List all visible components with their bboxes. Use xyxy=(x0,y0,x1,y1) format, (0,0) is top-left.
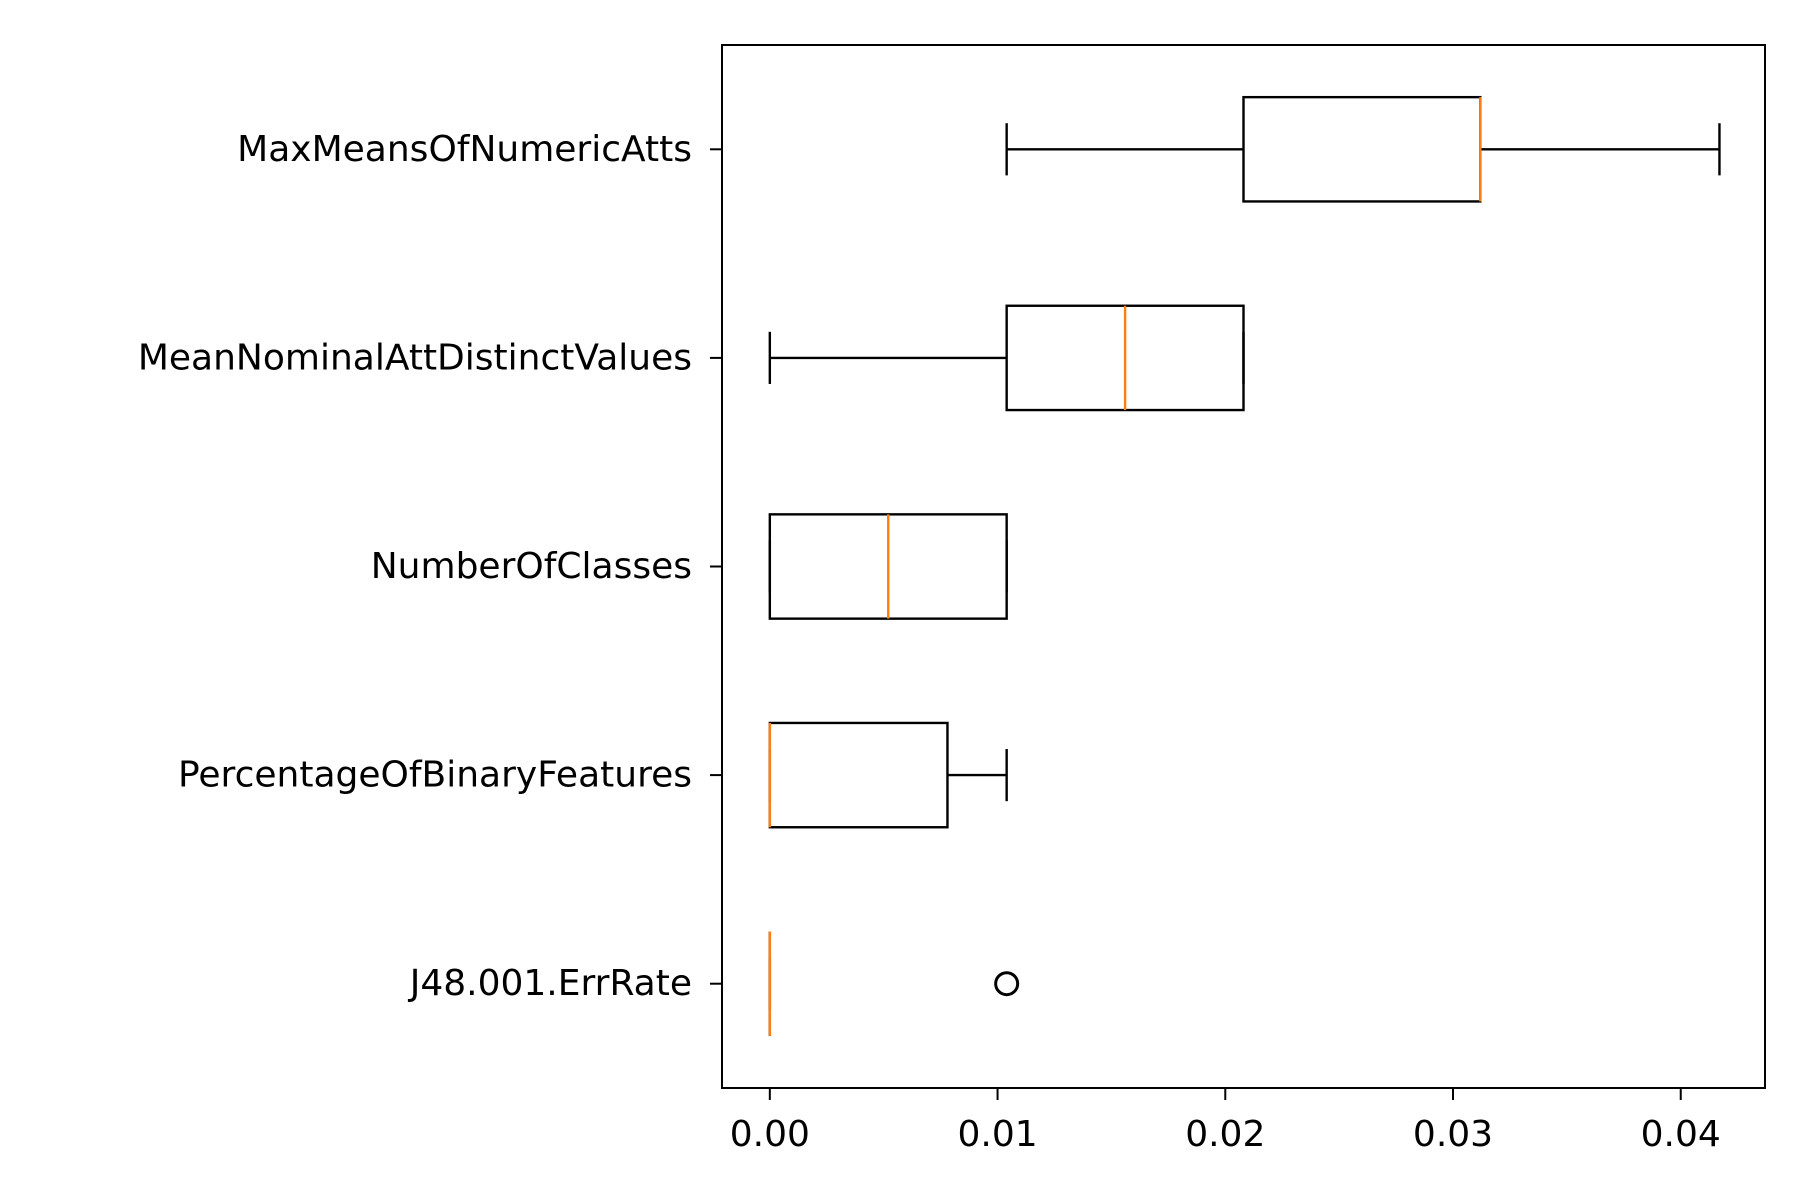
y-tick-label: MaxMeansOfNumericAtts xyxy=(237,129,692,170)
plot-area xyxy=(721,44,1766,1089)
box-group xyxy=(768,304,1245,412)
box-group xyxy=(1005,95,1721,203)
x-tick-label: 0.03 xyxy=(1413,1114,1493,1155)
y-tick-label: PercentageOfBinaryFeatures xyxy=(178,755,692,796)
y-tick-label: NumberOfClasses xyxy=(371,546,692,587)
box-group xyxy=(768,931,1020,1036)
y-tick-label: J48.001.ErrRate xyxy=(408,963,692,1004)
x-tick-label: 0.02 xyxy=(1185,1114,1265,1155)
x-tick-label: 0.00 xyxy=(730,1114,810,1155)
y-tick-label: MeanNominalAttDistinctValues xyxy=(138,337,692,378)
box-group xyxy=(768,513,1008,620)
box-group xyxy=(768,721,1008,829)
outlier-point xyxy=(994,971,1020,997)
x-tick-label: 0.04 xyxy=(1641,1114,1721,1155)
boxes-layer xyxy=(768,95,1721,1036)
x-tick-label: 0.01 xyxy=(957,1114,1037,1155)
x-axis: 0.00 0.01 0.02 0.03 0.04 xyxy=(730,1088,1721,1155)
y-axis: MaxMeansOfNumericAtts MeanNominalAttDisti… xyxy=(138,129,722,1004)
